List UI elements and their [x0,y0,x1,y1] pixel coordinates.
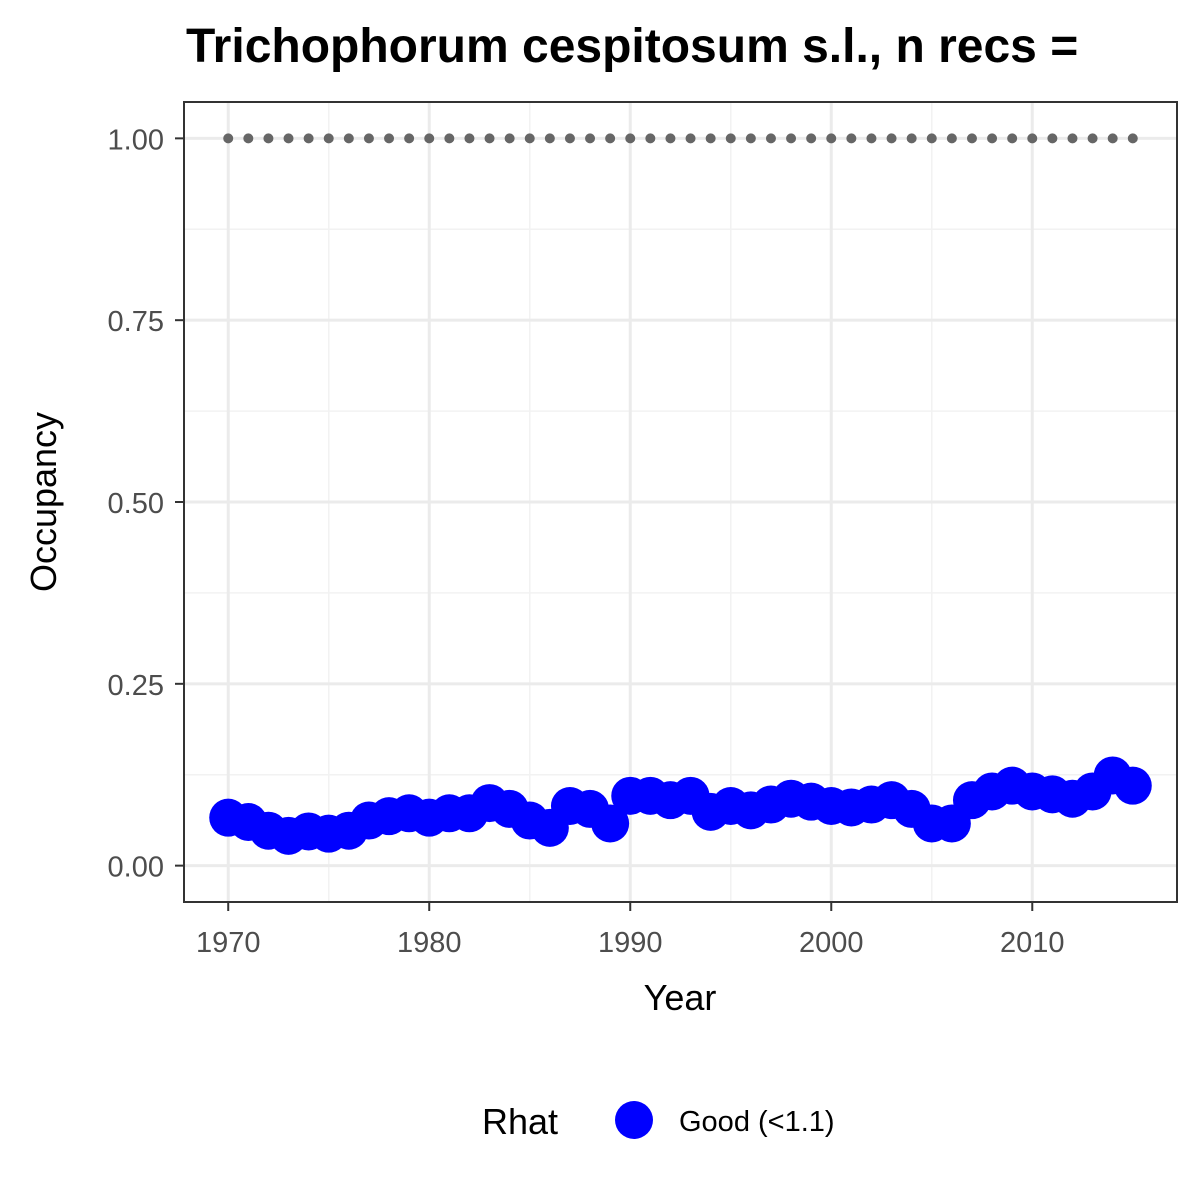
reference-point [765,133,776,144]
x-tick-label: 1980 [397,927,462,959]
x-axis: 1970 1980 1990 2000 2010 [196,902,1065,959]
reference-point [1047,133,1058,144]
reference-point [745,133,756,144]
reference-point [987,133,998,144]
reference-point [665,133,676,144]
reference-series [223,133,1138,144]
reference-point [846,133,857,144]
reference-point [263,133,274,144]
reference-point [966,133,977,144]
reference-point [384,133,395,144]
y-axis-title: Occupancy [23,412,64,592]
reference-point [363,133,374,144]
y-tick-label: 1.00 [108,124,164,156]
x-tick-label: 1970 [196,927,261,959]
reference-point [544,133,555,144]
reference-point [705,133,716,144]
reference-point [524,133,535,144]
reference-point [1087,133,1098,144]
reference-point [283,133,294,144]
occupancy-point [1113,766,1152,805]
reference-point [926,133,937,144]
reference-point [243,133,254,144]
occupancy-point [591,804,630,843]
reference-point [605,133,616,144]
legend-title: Rhat [482,1101,558,1142]
reference-point [826,133,837,144]
reference-point [424,133,435,144]
reference-point [1127,133,1138,144]
y-tick-label: 0.50 [108,488,164,520]
reference-point [303,133,314,144]
reference-point [866,133,877,144]
legend-label-good: Good (<1.1) [679,1106,835,1138]
reference-point [484,133,495,144]
reference-point [685,133,696,144]
legend-key-good [615,1101,653,1139]
reference-point [564,133,575,144]
reference-point [1027,133,1038,144]
reference-point [404,133,415,144]
reference-point [1007,133,1018,144]
major-gridlines [184,102,1177,902]
reference-point [625,133,636,144]
occupancy-series [209,756,1152,855]
x-tick-label: 2010 [1000,927,1065,959]
chart-title: Trichophorum cespitosum s.l., n recs = [186,20,1078,73]
minor-gridlines [184,102,1177,902]
reference-point [645,133,656,144]
y-tick-label: 0.75 [108,306,164,338]
x-tick-label: 1990 [598,927,663,959]
reference-point [343,133,354,144]
reference-point [444,133,455,144]
reference-point [323,133,334,144]
reference-point [1067,133,1078,144]
reference-point [1107,133,1118,144]
x-axis-title: Year [644,977,717,1018]
reference-point [585,133,596,144]
reference-point [786,133,797,144]
reference-point [886,133,897,144]
reference-point [464,133,475,144]
y-tick-label: 0.00 [108,852,164,884]
x-tick-label: 2000 [799,927,864,959]
reference-point [725,133,736,144]
reference-point [946,133,957,144]
y-tick-label: 0.25 [108,670,164,702]
reference-point [223,133,234,144]
reference-point [504,133,515,144]
y-axis: 0.00 0.25 0.50 0.75 1.00 [108,124,184,884]
legend: Rhat Good (<1.1) [482,1101,835,1142]
reference-point [906,133,917,144]
reference-point [806,133,817,144]
